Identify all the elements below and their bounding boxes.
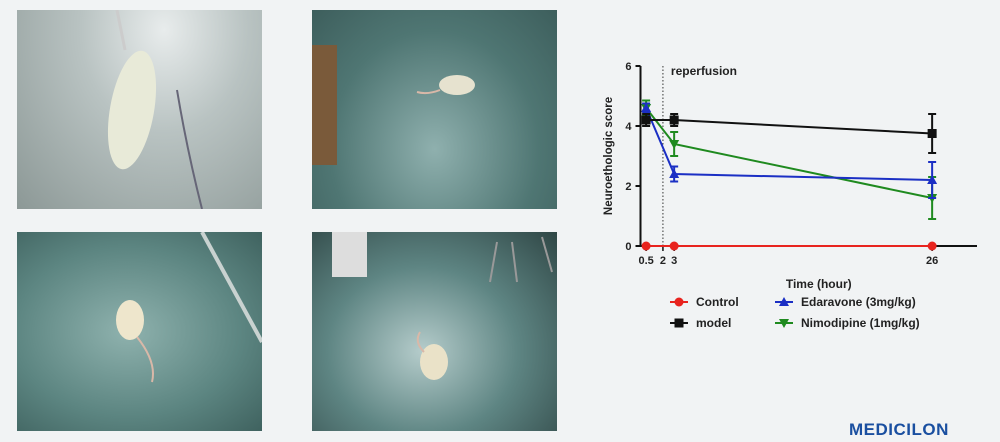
data-point-control: [927, 241, 937, 251]
photo-rat-floor-1: [312, 10, 557, 209]
y-tick-label: 6: [625, 61, 631, 73]
y-axis-label: Neuroethologic score: [603, 97, 615, 215]
legend-marker-edaravone: [779, 297, 789, 306]
x-tick-label: 26: [926, 255, 938, 267]
data-point-model: [927, 129, 937, 138]
photo-rat-floor-3: [312, 232, 557, 431]
data-point-nimodipine: [669, 140, 680, 149]
x-tick-label: 0.5: [638, 255, 653, 267]
legend-label-control: Control: [696, 295, 739, 309]
legend-marker-model: [674, 318, 684, 328]
legend-marker-control: [674, 297, 684, 307]
data-point-model: [669, 115, 679, 125]
reperfusion-label: reperfusion: [671, 64, 737, 78]
data-point-edaravone: [641, 103, 652, 112]
y-tick-label: 2: [625, 181, 631, 193]
data-point-control: [641, 241, 651, 251]
data-point-edaravone: [927, 175, 938, 184]
legend-label-nimodipine: Nimodipine (1mg/kg): [801, 316, 920, 330]
x-tick-label: 2: [660, 255, 666, 267]
series-line-model: [646, 119, 933, 135]
y-tick-label: 4: [625, 121, 632, 133]
x-tick-label: 3: [671, 255, 677, 267]
data-point-model: [641, 115, 651, 125]
legend-label-edaravone: Edaravone (3mg/kg): [801, 295, 916, 309]
data-point-control: [669, 241, 679, 251]
y-tick-label: 0: [625, 241, 631, 253]
data-point-edaravone: [669, 169, 680, 178]
legend-marker-nimodipine: [779, 319, 789, 328]
legend-label-model: model: [696, 316, 731, 330]
medicilon-logo: MEDICILON: [849, 420, 949, 439]
photo-rat-floor-2: [17, 232, 262, 431]
x-axis-label: Time (hour): [786, 277, 852, 291]
series-line-edaravone: [645, 107, 933, 181]
photo-rat-suspended: [17, 10, 262, 209]
